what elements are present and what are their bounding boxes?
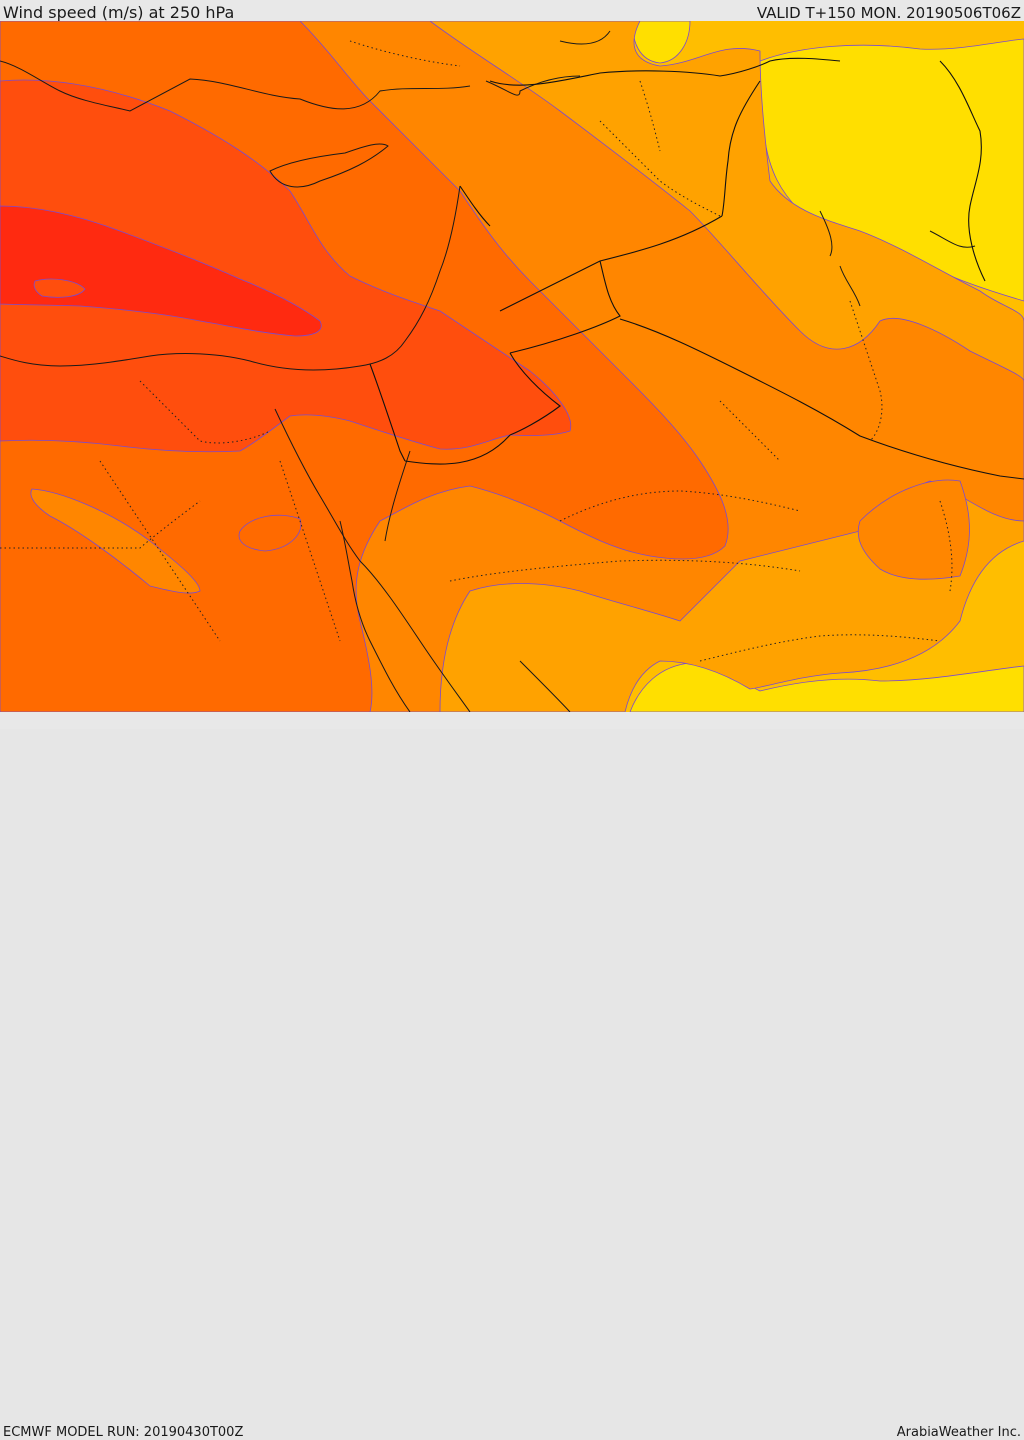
field-dark-orange-lobe [238,514,302,552]
field-orange-east [857,479,970,580]
map-title: Wind speed (m/s) at 250 hPa [3,3,235,22]
map-canvas [0,21,1024,712]
credit-label: ArabiaWeather Inc. [896,1425,1021,1440]
footer-bar: ECMWF MODEL RUN: 20190430T00Z ArabiaWeat… [0,712,1024,1440]
field-red-orange [0,79,572,453]
header-bar: Wind speed (m/s) at 250 hPa VALID T+150 … [0,0,1024,22]
field-red [0,205,322,337]
valid-time: VALID T+150 MON. 20190506T06Z [756,4,1021,22]
borders [369,57,1024,480]
admin-boundaries [0,40,953,662]
field-orange-hole-west [30,488,201,594]
wind-speed-map [0,21,1024,712]
field-red-orange-islet [33,278,86,298]
coastlines [0,30,976,712]
model-run: ECMWF MODEL RUN: 20190430T00Z [3,1425,244,1440]
field-yellow-top [633,21,691,64]
